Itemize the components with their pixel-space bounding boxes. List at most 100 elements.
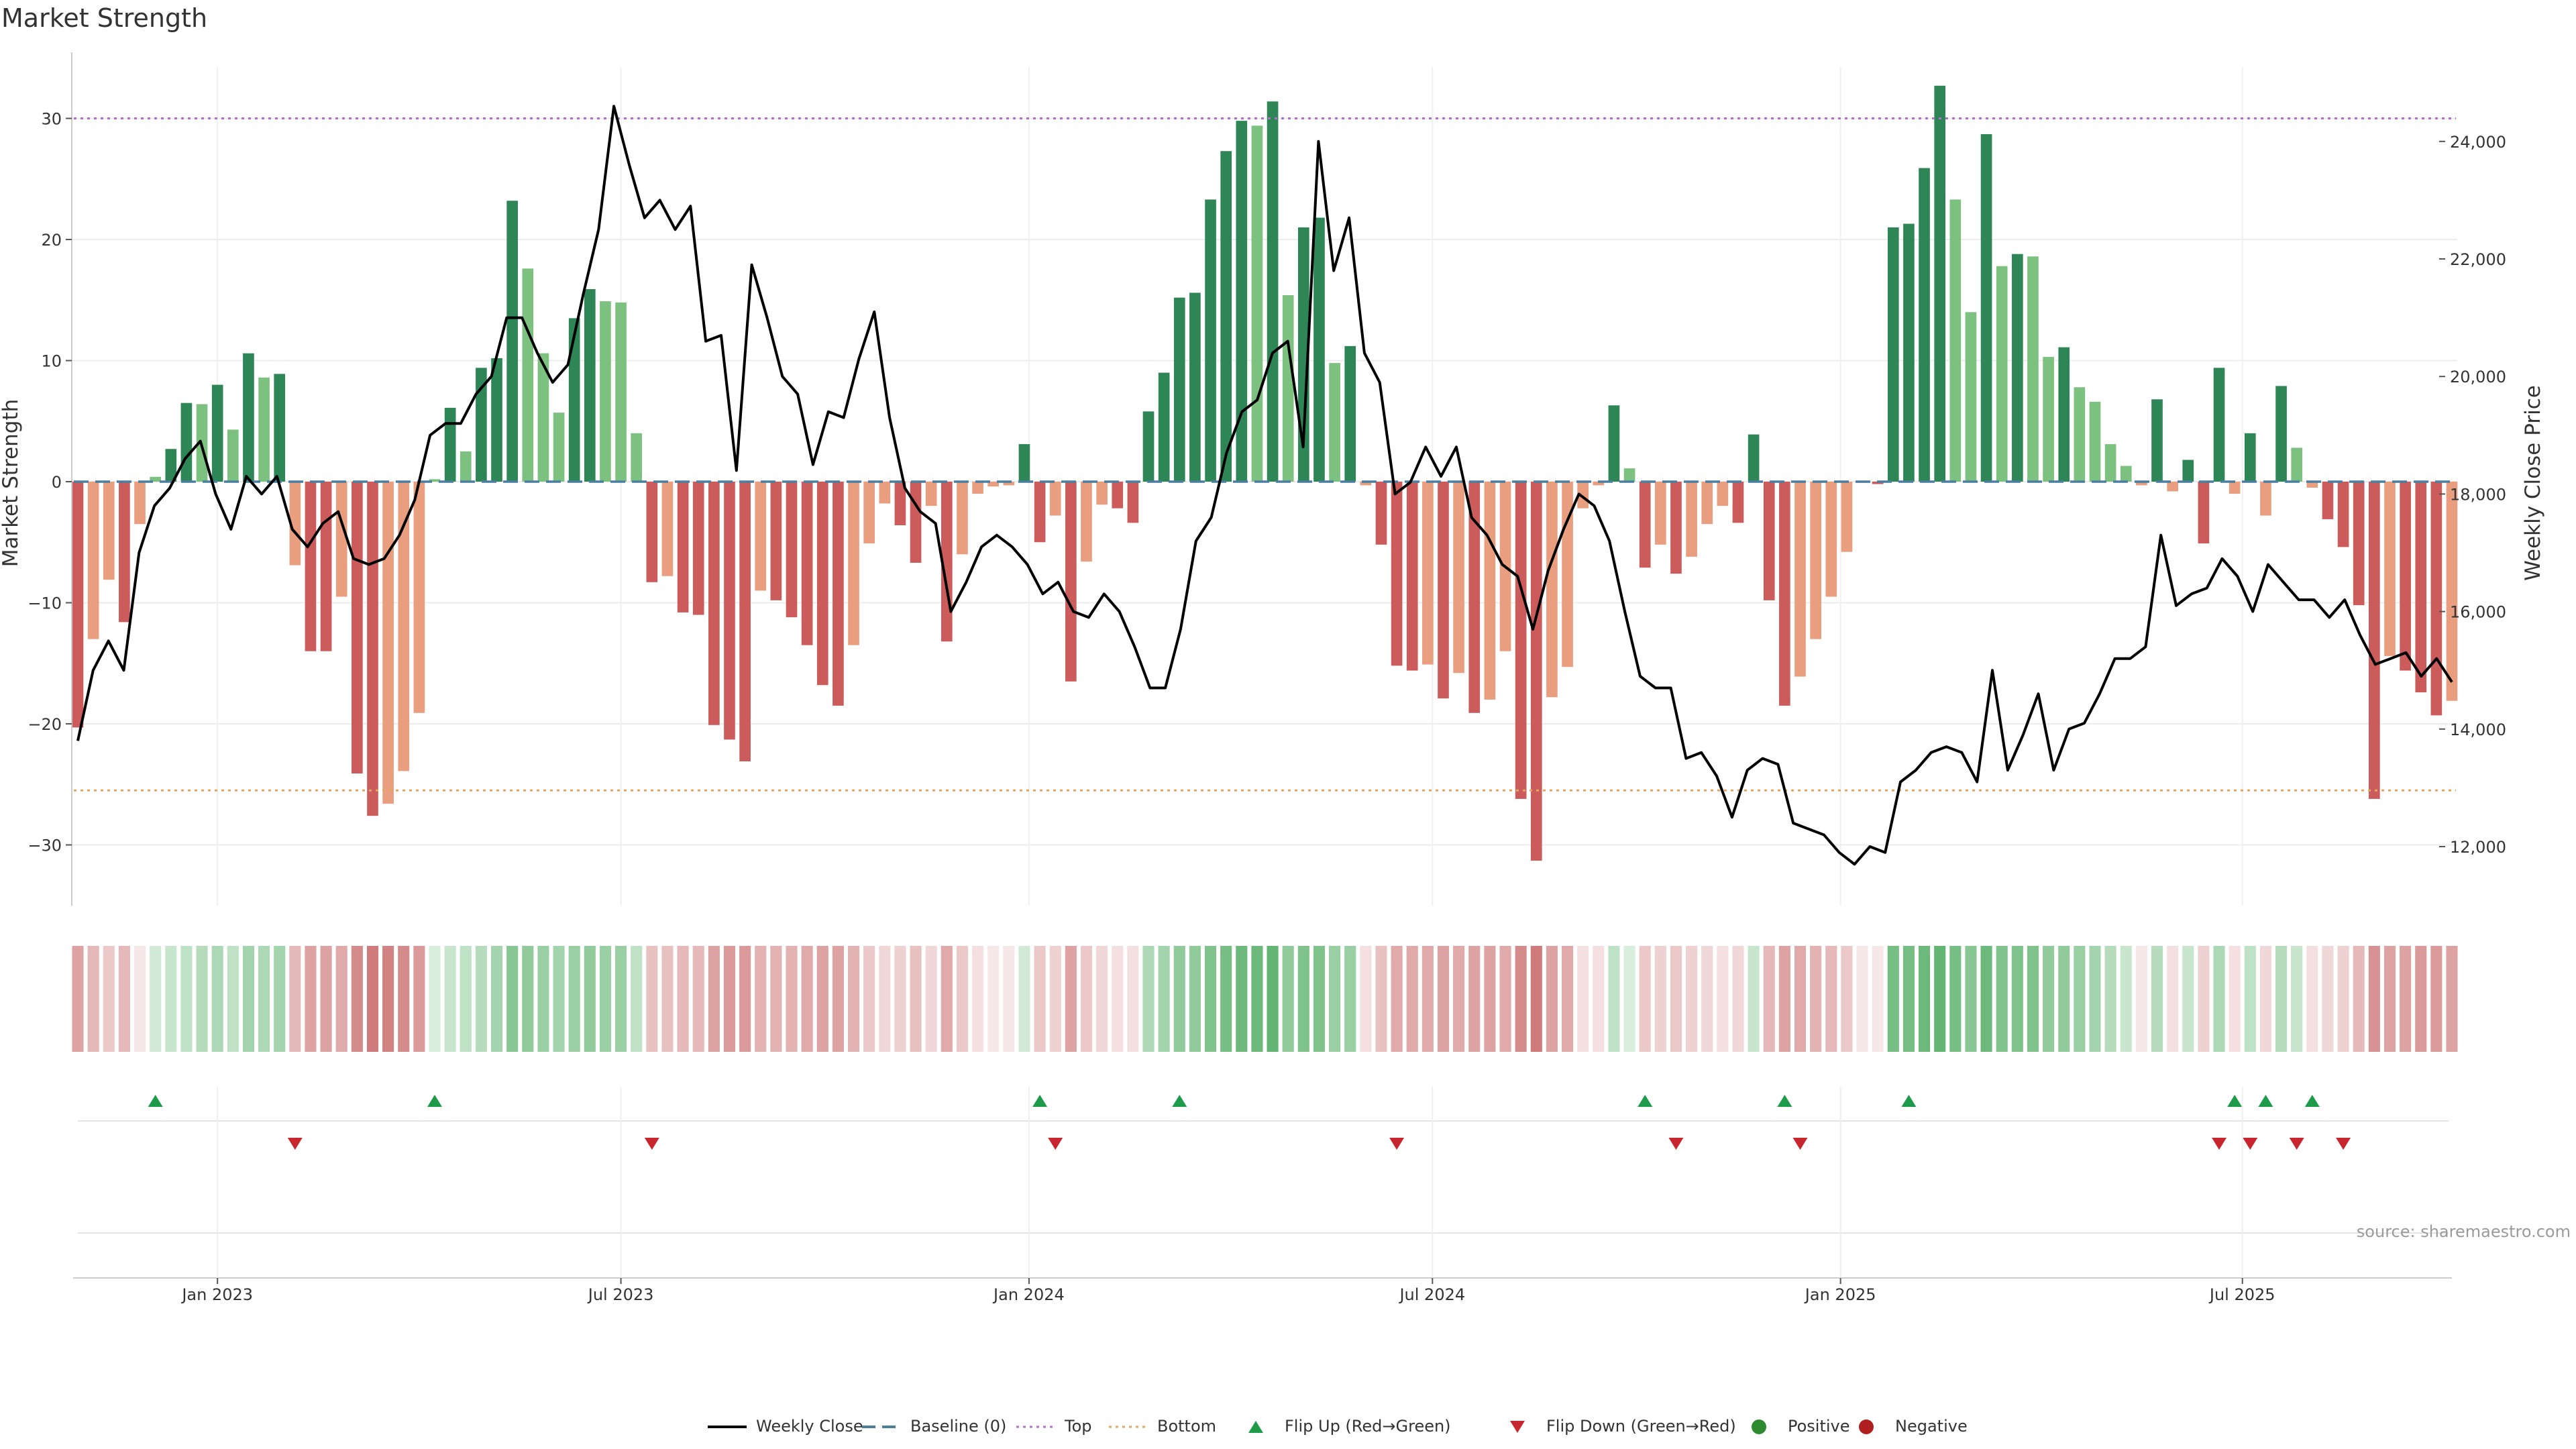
- strength-bar: [1297, 227, 1309, 482]
- flip-up-marker: [427, 1095, 443, 1107]
- left-tick-label: −30: [28, 837, 62, 855]
- right-tick-label: 18,000: [2450, 485, 2506, 504]
- heat-cell: [755, 946, 767, 1052]
- legend-swatch-flip-down: [1510, 1421, 1525, 1433]
- legend-item: Flip Up (Red→Green): [1248, 1417, 1451, 1436]
- strength-bar: [879, 482, 891, 504]
- heat-cell: [1313, 946, 1326, 1052]
- heat-cell: [1732, 946, 1744, 1052]
- heat-cell: [1794, 946, 1807, 1052]
- strength-bar: [476, 368, 487, 482]
- heat-cell: [2135, 946, 2147, 1052]
- heat-cell: [274, 946, 286, 1052]
- heat-cell: [1701, 946, 1713, 1052]
- strength-bar: [87, 482, 99, 639]
- flip-down-marker: [644, 1138, 659, 1150]
- heat-cell: [1965, 946, 1977, 1052]
- date-axis: Jan 2023 Jul 2023 Jan 2024 Jul 2024 Jan 2025…: [73, 1087, 2452, 1304]
- strength-bar: [211, 384, 223, 482]
- heat-cell: [925, 946, 937, 1052]
- strength-bar: [398, 482, 410, 771]
- heat-cell: [506, 946, 519, 1052]
- strength-bar: [1608, 405, 1620, 482]
- heat-cell: [366, 946, 379, 1052]
- legend-label: Baseline (0): [910, 1417, 1006, 1436]
- heat-cell: [894, 946, 906, 1052]
- strength-bar: [816, 482, 828, 686]
- heat-cell: [1810, 946, 1822, 1052]
- heat-cell: [2306, 946, 2318, 1052]
- heat-cell: [289, 946, 301, 1052]
- heat-cell: [1453, 946, 1465, 1052]
- heat-cell: [1608, 946, 1620, 1052]
- strength-bars: [72, 85, 2458, 861]
- heat-cell: [87, 946, 99, 1052]
- heat-cell: [305, 946, 317, 1052]
- legend-label: Positive: [1788, 1417, 1850, 1436]
- heat-cell: [211, 946, 223, 1052]
- legend-item: Negative: [1859, 1417, 1968, 1436]
- heat-cell: [1034, 946, 1046, 1052]
- strength-bar: [553, 413, 565, 482]
- heat-cell: [1654, 946, 1666, 1052]
- heat-cell: [2368, 946, 2380, 1052]
- strength-bar: [103, 482, 115, 580]
- strength-bar: [180, 402, 193, 482]
- flip-down-marker: [2289, 1138, 2304, 1150]
- heat-cell: [2400, 946, 2412, 1052]
- x-tick-label: Jul 2025: [2208, 1285, 2275, 1304]
- strength-bar: [987, 482, 1000, 487]
- strength-bar: [1329, 363, 1340, 482]
- left-axis-title: Market Strength: [0, 399, 23, 568]
- strength-bar: [1282, 295, 1294, 482]
- strength-bar: [1686, 482, 1697, 557]
- strength-bar: [739, 482, 751, 761]
- heat-cell: [2120, 946, 2132, 1052]
- strength-bar: [1313, 217, 1325, 482]
- heat-cell: [1872, 946, 1884, 1052]
- strength-bar: [1081, 482, 1092, 562]
- heat-cell: [2259, 946, 2271, 1052]
- strength-bar: [1360, 482, 1372, 486]
- flip-down-marker: [1792, 1138, 1808, 1150]
- strength-bar: [320, 482, 332, 651]
- flip-up-marker: [1638, 1095, 1653, 1107]
- strength-bar: [2337, 482, 2349, 547]
- heat-cell: [1220, 946, 1232, 1052]
- axis-ticks: 30 20 10 0 −10 −20 −30 12,000 14,000 16,000 18,000…: [28, 52, 2506, 906]
- flip-down-marker: [2243, 1138, 2258, 1150]
- heat-cell: [646, 946, 658, 1052]
- heat-cell: [1934, 946, 1946, 1052]
- strength-bar: [1934, 85, 1946, 482]
- strength-bar: [2306, 482, 2318, 488]
- heat-cell: [1902, 946, 1915, 1052]
- strength-bar: [72, 482, 84, 728]
- heat-cell: [1515, 946, 1527, 1052]
- strength-bar: [1003, 482, 1015, 486]
- strength-bar: [165, 449, 177, 482]
- heat-cell: [1003, 946, 1015, 1052]
- strength-bar: [1996, 266, 2008, 482]
- heat-cell: [1484, 946, 1496, 1052]
- source-note: source: sharemaestro.com: [2357, 1222, 2571, 1241]
- heat-cell: [1530, 946, 1542, 1052]
- strength-bar: [724, 482, 735, 740]
- heat-cell: [1142, 946, 1155, 1052]
- strength-bar: [2322, 482, 2334, 519]
- heat-cell: [398, 946, 410, 1052]
- weekly-close-line: [76, 105, 2453, 866]
- strength-bar: [1173, 297, 1185, 482]
- legend-label: Top: [1064, 1417, 1092, 1436]
- heat-cell: [615, 946, 627, 1052]
- strength-bar: [2058, 347, 2070, 482]
- strength-bar: [1484, 482, 1496, 700]
- heat-cell: [1189, 946, 1201, 1052]
- heat-cell: [1173, 946, 1185, 1052]
- strength-bar: [1655, 482, 1666, 545]
- heat-cell: [1561, 946, 1574, 1052]
- strength-bar: [2244, 433, 2256, 482]
- strength-bar: [2043, 357, 2054, 482]
- strength-bar: [1422, 482, 1434, 665]
- heat-cell: [1748, 946, 1760, 1052]
- strength-bar: [2182, 460, 2194, 482]
